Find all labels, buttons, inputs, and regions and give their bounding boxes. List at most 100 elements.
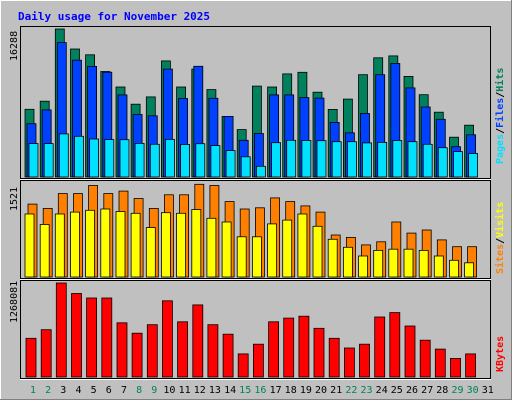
bar-pages-day-25 <box>392 140 403 178</box>
bar-pages-day-5 <box>89 138 99 178</box>
bar-kbytes-day-10 <box>161 300 173 378</box>
bar-pages-day-22 <box>346 141 357 178</box>
bar-pages-day-10 <box>164 138 175 178</box>
chart-marks <box>24 28 479 378</box>
bar-visits-day-17 <box>267 223 278 278</box>
bar-kbytes-day-8 <box>131 332 143 378</box>
legend-files: Files <box>494 98 506 128</box>
ytick-visits: 1521 <box>9 187 20 211</box>
bar-pages-day-11 <box>180 144 191 178</box>
day-label-17: 17 <box>270 385 282 396</box>
bar-visits-day-16 <box>251 236 262 278</box>
bar-pages-day-26 <box>407 141 418 178</box>
bar-pages-day-16 <box>255 165 266 178</box>
day-label-24: 24 <box>376 385 388 396</box>
bar-visits-day-9 <box>145 227 156 278</box>
legend-visits: Visits <box>494 202 506 238</box>
day-label-3: 3 <box>60 385 66 396</box>
bar-visits-day-12 <box>191 209 202 278</box>
bar-pages-day-18 <box>286 139 297 178</box>
bar-kbytes-day-12 <box>192 304 204 378</box>
day-label-25: 25 <box>391 385 403 396</box>
bar-kbytes-day-28 <box>434 348 446 378</box>
bar-visits-day-14 <box>221 221 232 278</box>
day-labels: 1 2 3 4 5 6 7 8 9 10 11 12 13 14 15 16 17 18 19 20 21 22 23 24 2… <box>30 385 494 396</box>
bar-pages-day-29 <box>453 151 463 178</box>
day-label-26: 26 <box>406 385 418 396</box>
bar-pages-day-9 <box>149 143 160 178</box>
day-label-27: 27 <box>421 385 433 396</box>
bar-visits-day-29 <box>449 259 459 278</box>
bar-kbytes-day-11 <box>177 321 189 378</box>
bar-visits-day-30 <box>464 262 475 278</box>
day-label-7: 7 <box>121 385 127 396</box>
bar-kbytes-day-27 <box>419 339 431 378</box>
bar-visits-day-28 <box>433 255 444 278</box>
bar-kbytes-day-19 <box>298 315 310 378</box>
bar-pages-day-4 <box>74 135 84 178</box>
day-label-23: 23 <box>360 385 372 396</box>
bar-visits-day-3 <box>54 213 65 278</box>
graph-title: Daily usage for November 2025 <box>18 10 210 23</box>
day-label-20: 20 <box>315 385 327 396</box>
bar-visits-day-11 <box>176 212 187 278</box>
bar-visits-day-23 <box>358 255 368 278</box>
day-label-12: 12 <box>194 385 206 396</box>
legend-hits: Hits <box>494 68 506 92</box>
day-label-15: 15 <box>239 385 251 396</box>
legend-sep-3: / <box>495 238 506 244</box>
bar-pages-day-7 <box>119 139 130 178</box>
bar-kbytes-day-16 <box>252 343 264 378</box>
bar-pages-day-8 <box>134 142 145 178</box>
legend-hits-files-pages: Pages/Files/Hits <box>494 68 506 164</box>
day-label-22: 22 <box>345 385 357 396</box>
legend-sep-1: / <box>495 128 506 134</box>
bar-kbytes-day-3 <box>55 282 67 378</box>
day-label-30: 30 <box>467 385 479 396</box>
bar-visits-day-25 <box>388 248 399 278</box>
bar-pages-day-15 <box>240 156 251 178</box>
day-label-29: 29 <box>451 385 463 396</box>
bar-visits-day-7 <box>115 211 126 278</box>
day-label-4: 4 <box>75 385 81 396</box>
bar-kbytes-day-23 <box>359 343 370 378</box>
bar-kbytes-day-2 <box>40 329 52 378</box>
bar-kbytes-day-13 <box>207 324 219 378</box>
bar-visits-day-4 <box>70 211 80 278</box>
bar-kbytes-day-29 <box>450 357 461 378</box>
bar-visits-day-26 <box>403 248 414 278</box>
bar-kbytes-day-7 <box>116 322 128 378</box>
day-label-31: 31 <box>482 385 494 396</box>
day-label-21: 21 <box>330 385 342 396</box>
bar-kbytes-day-1 <box>25 337 37 378</box>
bar-pages-day-24 <box>377 141 388 178</box>
bar-kbytes-day-24 <box>374 316 386 378</box>
bar-visits-day-27 <box>418 249 429 278</box>
bar-visits-day-24 <box>373 249 384 278</box>
bar-visits-day-20 <box>312 225 323 278</box>
bar-pages-day-3 <box>58 133 69 178</box>
bar-kbytes-day-15 <box>237 353 249 378</box>
legend-pages: Pages <box>495 134 506 164</box>
bar-pages-day-13 <box>210 145 221 178</box>
bar-visits-day-22 <box>342 246 353 278</box>
ytick-hits: 16288 <box>9 31 20 61</box>
frame-hits-panel <box>20 26 491 179</box>
bar-kbytes-day-30 <box>465 353 477 378</box>
bar-kbytes-day-26 <box>404 325 416 378</box>
bar-pages-day-2 <box>43 143 54 178</box>
bar-kbytes-day-22 <box>343 347 355 378</box>
bar-pages-day-21 <box>331 141 342 178</box>
day-label-1: 1 <box>30 385 36 396</box>
bar-visits-day-8 <box>130 212 141 278</box>
bar-kbytes-day-5 <box>86 297 97 378</box>
bar-visits-day-10 <box>160 212 171 278</box>
bar-pages-day-14 <box>225 150 236 178</box>
bar-kbytes-day-14 <box>222 333 234 378</box>
day-label-14: 14 <box>224 385 236 396</box>
bar-pages-day-6 <box>104 139 115 178</box>
frame-kbytes-panel <box>20 280 491 379</box>
legend-visits-sites: Sites/Visits <box>494 202 506 274</box>
day-label-6: 6 <box>106 385 112 396</box>
